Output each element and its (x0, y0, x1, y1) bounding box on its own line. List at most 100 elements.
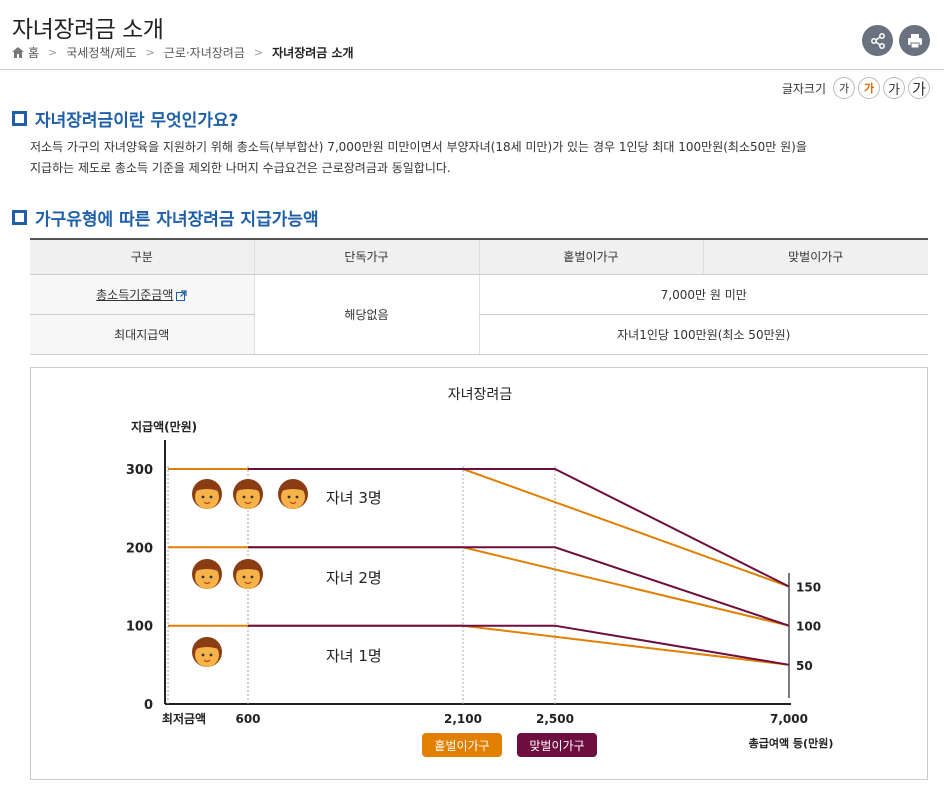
page-actions (862, 25, 930, 56)
x-tick-label: 7,000 (770, 712, 808, 726)
home-icon (12, 47, 24, 58)
child-face-icon (236, 485, 260, 509)
child-face-icon (203, 659, 211, 663)
printer-icon (907, 33, 922, 48)
table-cell-single-household: 해당없음 (253, 274, 479, 355)
series-line-single-income (168, 624, 790, 666)
table-cell: 자녀1인당 100만원(최소 50만원) (478, 314, 928, 355)
series-line-single-income (168, 546, 790, 627)
right-value-label: 100 (796, 620, 821, 634)
child-face-icon (281, 485, 305, 509)
print-button[interactable] (899, 25, 930, 56)
child-face-icon (287, 495, 291, 499)
child-face-icon (295, 495, 299, 499)
payment-table: 구분 단독가구 홑벌이가구 맞벌이가구 총소득기준금액 해당없음 7,000만 … (30, 238, 928, 355)
child-face-icon (244, 581, 252, 585)
income-criteria-link[interactable]: 총소득기준금액 (96, 287, 174, 302)
y-tick-label: 0 (144, 698, 153, 713)
share-button[interactable] (862, 25, 893, 56)
section1-body: 저소득 가구의 자녀양육을 지원하기 위해 총소득(부부합산) 7,000만원 … (30, 137, 910, 179)
child-face-icon (234, 564, 262, 572)
table-cell: 7,000만 원 미만 (478, 274, 928, 315)
child-face-icon (242, 575, 246, 579)
group-label: 자녀 2명 (326, 569, 382, 587)
table-row-label: 최대지급액 (30, 314, 254, 355)
section2-heading: 가구유형에 따른 자녀장려금 지급가능액 (12, 205, 319, 230)
y-tick-label: 100 (126, 620, 153, 635)
table-header: 단독가구 (253, 238, 479, 275)
child-face-icon (193, 484, 221, 492)
child-face-icon (209, 495, 213, 499)
x-tick-label: 최저금액 (162, 711, 206, 726)
child-face-icon (201, 495, 205, 499)
table-header: 맞벌이가구 (702, 238, 928, 275)
child-face-icon (209, 575, 213, 579)
table-header: 홑벌이가구 (478, 238, 703, 275)
section1-body-line2: 지급하는 제도로 총소득 기준을 제외한 나머지 수급요건은 근로장려금과 동일… (30, 161, 451, 175)
legend-label: 맞벌이가구 (529, 739, 584, 753)
child-face-icon (209, 653, 213, 657)
x-tick-label: 600 (235, 712, 260, 726)
child-face-icon (236, 565, 260, 589)
chevron-right-icon: > (253, 46, 264, 59)
breadcrumb: 홈 > 국세정책/제도 > 근로·자녀장려금 > 자녀장려금 소개 (12, 44, 354, 61)
child-face-icon (195, 565, 219, 589)
table-header-row: 구분 단독가구 홑벌이가구 맞벌이가구 (30, 238, 928, 275)
square-bullet-icon (12, 210, 27, 225)
font-size-xlarge-button[interactable]: 가 (908, 77, 930, 99)
child-face-icon (195, 643, 219, 667)
table-header: 구분 (30, 238, 254, 275)
breadcrumb-item-home: 홈 (28, 46, 40, 60)
y-axis-label: 지급액(만원) (131, 419, 197, 434)
x-axis-label: 총급여액 등(만원) (749, 736, 834, 750)
child-face-icon (244, 501, 252, 505)
child-face-icon (201, 653, 205, 657)
child-face-icon (242, 495, 246, 499)
child-face-icon (201, 575, 205, 579)
child-face-icon (193, 642, 221, 650)
font-size-large-button[interactable]: 가 (883, 77, 905, 99)
child-face-icon (250, 495, 254, 499)
breadcrumb-item-policy[interactable]: 국세정책/제도 (66, 46, 137, 60)
x-tick-label: 2,500 (536, 712, 574, 726)
chevron-right-icon: > (145, 46, 155, 59)
series-line-dual-income (248, 624, 790, 666)
group-label: 자녀 1명 (326, 647, 382, 665)
child-face-icon (250, 575, 254, 579)
header-divider (0, 69, 944, 70)
chart-title: 자녀장려금 (448, 387, 513, 403)
child-face-icon (195, 485, 219, 509)
font-size-control: 글자크기 가 가 가 가 (782, 77, 930, 99)
group-label: 자녀 3명 (326, 489, 382, 507)
section1-body-line1: 저소득 가구의 자녀양육을 지원하기 위해 총소득(부부합산) 7,000만원 … (30, 140, 807, 154)
x-tick-label: 2,100 (444, 712, 482, 726)
section1-title: 자녀장려금이란 무엇인가요? (35, 111, 239, 131)
breadcrumb-item-current: 자녀장려금 소개 (272, 46, 354, 60)
legend-swatch (422, 733, 502, 757)
y-tick-label: 300 (126, 463, 153, 478)
square-bullet-icon (12, 111, 27, 126)
page-title: 자녀장려금 소개 (12, 17, 164, 43)
section2-title: 가구유형에 따른 자녀장려금 지급가능액 (35, 210, 319, 230)
child-face-icon (289, 501, 297, 505)
table-row: 최대지급액 자녀1인당 100만원(최소 50만원) (30, 314, 928, 355)
child-face-icon (203, 581, 211, 585)
y-tick-label: 200 (126, 541, 153, 556)
child-face-icon (193, 564, 221, 572)
child-face-icon (203, 501, 211, 505)
font-size-small-button[interactable]: 가 (833, 77, 855, 99)
section1-heading: 자녀장려금이란 무엇인가요? (12, 106, 238, 131)
share-icon (870, 32, 885, 49)
font-size-label: 글자크기 (781, 81, 826, 96)
right-value-label: 150 (796, 581, 821, 595)
breadcrumb-home[interactable]: 홈 (12, 44, 39, 61)
legend-swatch (517, 733, 597, 757)
font-size-default-button[interactable]: 가 (858, 77, 880, 99)
legend-label: 홑벌이가구 (434, 739, 489, 753)
series-line-dual-income (248, 546, 790, 627)
chevron-right-icon: > (48, 46, 58, 59)
breadcrumb-item-incentive[interactable]: 근로·자녀장려금 (163, 46, 245, 60)
external-link-icon (176, 289, 187, 301)
